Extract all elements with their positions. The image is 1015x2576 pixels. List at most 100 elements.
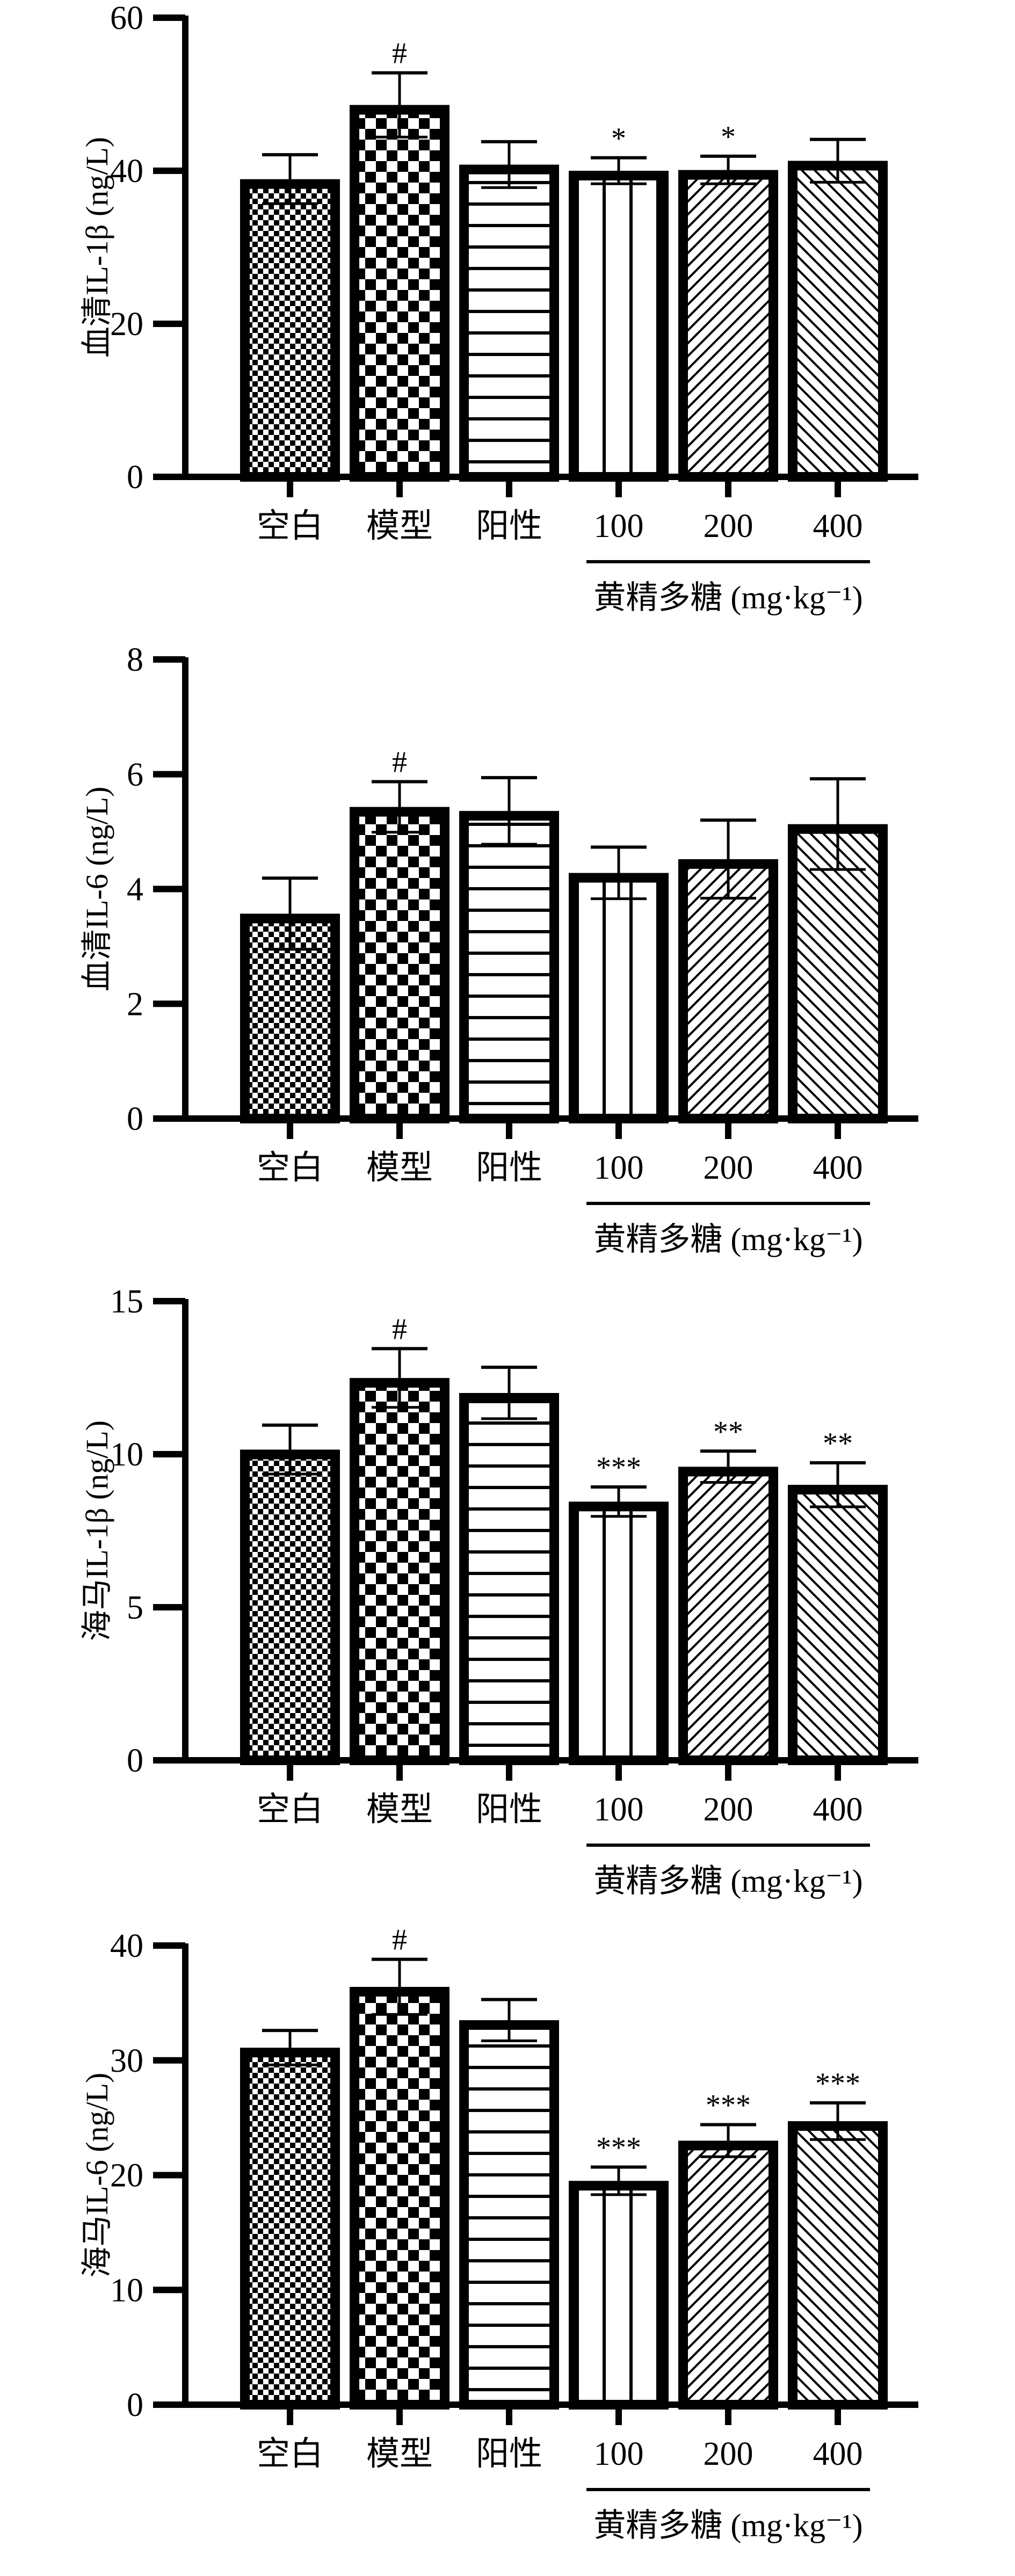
x-tick-label: 100 [594, 1791, 644, 1828]
bar-100 [569, 171, 669, 482]
error-bar [262, 1423, 318, 1476]
y-tick-label: 5 [127, 1590, 143, 1626]
chart-panel-hippocampus-il6: 海马IL-6 (ng/L) 空白 # 模型 阳性 *** 100 *** 200 *** 400 0 1… [0, 1928, 1015, 2567]
chart-serum-il1b: 血清IL-1β (ng/L) 空白 # 模型 阳性 * 100 * 200 400 0 20 40 60 黄… [79, 0, 918, 615]
y-axis-label: 血清IL-6 (ng/L) [79, 787, 114, 992]
error-bar [481, 776, 537, 846]
y-tick-label: 15 [110, 1283, 143, 1320]
bar-阳性 [459, 2020, 559, 2410]
error-bar [481, 140, 537, 189]
x-tick-label: 阳性 [476, 508, 542, 545]
x-tick-label: 模型 [366, 2436, 433, 2472]
significance-marker: # [392, 1312, 407, 1346]
error-bar [262, 2029, 318, 2066]
x-tick-label: 阳性 [476, 1791, 542, 1828]
significance-marker: *** [706, 2088, 751, 2122]
significance-marker: * [611, 122, 626, 155]
x-tick-label: 模型 [366, 508, 433, 545]
significance-marker: ** [713, 1415, 743, 1448]
significance-marker: *** [596, 1451, 641, 1484]
y-tick-label: 40 [110, 1928, 143, 1964]
error-bar [372, 780, 427, 834]
error-bar [591, 156, 647, 185]
bar-200 [678, 2140, 778, 2410]
y-tick-label: 10 [110, 2272, 143, 2309]
error-bar [262, 876, 318, 951]
y-tick-label: 2 [127, 986, 143, 1022]
y-tick-label: 0 [127, 1743, 143, 1779]
y-tick-label: 6 [127, 757, 143, 793]
bar-阳性 [459, 811, 559, 1123]
x-tick-label: 400 [813, 2436, 863, 2472]
bar-空白 [240, 1449, 340, 1765]
y-axis-label: 血清IL-1β (ng/L) [79, 137, 114, 358]
y-tick-label: 60 [110, 0, 143, 37]
error-bar [810, 137, 866, 184]
error-bar [700, 2123, 756, 2158]
x-tick-label: 100 [594, 508, 644, 545]
x-tick-label: 阳性 [476, 1150, 542, 1186]
error-bar [700, 1449, 756, 1484]
error-bar [810, 1461, 866, 1508]
x-tick-label: 阳性 [476, 2436, 542, 2472]
y-tick-label: 4 [127, 872, 143, 908]
y-axis-label: 海马IL-1β (ng/L) [79, 1420, 114, 1641]
x-tick-label: 100 [594, 2436, 644, 2472]
error-bar [591, 2165, 647, 2196]
x-tick-label: 200 [704, 508, 753, 545]
bar-200 [678, 170, 778, 482]
bar-100 [569, 873, 669, 1123]
bar-400 [788, 1485, 888, 1765]
significance-marker: # [392, 746, 407, 779]
x-tick-label: 400 [813, 1150, 863, 1186]
significance-marker: * [721, 120, 736, 154]
y-tick-label: 0 [127, 2387, 143, 2423]
y-tick-label: 20 [110, 2158, 143, 2194]
bar-模型 [350, 105, 450, 482]
y-tick-label: 8 [127, 642, 143, 678]
y-tick-label: 0 [127, 459, 143, 496]
bar-200 [678, 859, 778, 1123]
chart-serum-il6: 血清IL-6 (ng/L) 空白 # 模型 阳性 100 200 400 0 2 4 6 8 黄精多糖 (… [79, 642, 918, 1257]
bar-阳性 [459, 1393, 559, 1765]
bar-400 [788, 161, 888, 482]
x-tick-label: 100 [594, 1150, 644, 1186]
error-bar [810, 2101, 866, 2141]
error-bar [700, 154, 756, 185]
y-tick-label: 10 [110, 1436, 143, 1473]
x-tick-label: 400 [813, 1791, 863, 1828]
x-tick-label: 200 [704, 1791, 753, 1828]
significance-marker: ** [823, 1427, 853, 1460]
error-bar [372, 1957, 427, 2016]
x-tick-label: 空白 [257, 508, 323, 545]
x-tick-label: 空白 [257, 1791, 323, 1828]
bar-400 [788, 2121, 888, 2410]
x-tick-label: 400 [813, 508, 863, 545]
bar-模型 [350, 807, 450, 1123]
y-tick-label: 30 [110, 2043, 143, 2079]
y-tick-label: 0 [127, 1101, 143, 1137]
error-bar [700, 818, 756, 900]
error-bar [481, 1998, 537, 2042]
error-bar [372, 71, 427, 139]
error-bar [372, 1347, 427, 1409]
significance-marker: # [392, 1928, 407, 1957]
bar-模型 [350, 1378, 450, 1765]
group-label: 黄精多糖 (mg·kg⁻¹) [593, 1863, 862, 1899]
y-axis-label: 海马IL-6 (ng/L) [79, 2073, 114, 2278]
error-bar [262, 153, 318, 205]
x-tick-label: 模型 [366, 1150, 433, 1186]
chart-panel-serum-il1b: 血清IL-1β (ng/L) 空白 # 模型 阳性 * 100 * 200 400 0 20 40 60 黄… [0, 0, 1015, 639]
x-tick-label: 模型 [366, 1791, 433, 1828]
significance-marker: *** [596, 2131, 641, 2165]
error-bar [481, 1366, 537, 1420]
error-bar [591, 845, 647, 901]
x-tick-label: 空白 [257, 1150, 323, 1186]
error-bar [591, 1485, 647, 1518]
chart-hippocampus-il1b: 海马IL-1β (ng/L) 空白 # 模型 阳性 *** 100 ** 200 ** 400 0 5 1… [79, 1283, 918, 1899]
bar-400 [788, 824, 888, 1123]
bar-阳性 [459, 164, 559, 482]
bar-100 [569, 2181, 669, 2410]
bar-模型 [350, 1986, 450, 2410]
significance-marker: *** [815, 2067, 860, 2100]
